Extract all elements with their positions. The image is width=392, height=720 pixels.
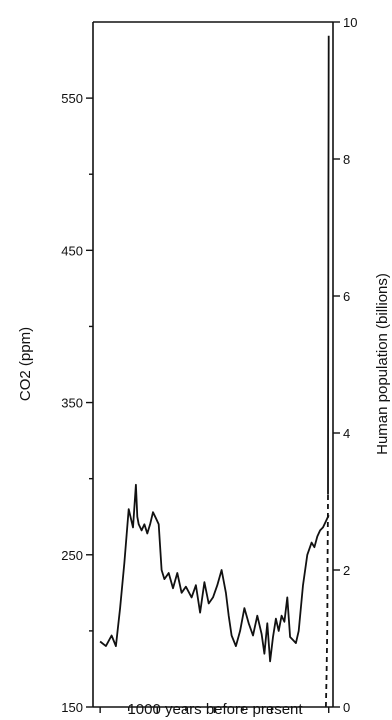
population-series-line-2: [327, 35, 330, 495]
population-series-line-1: [325, 494, 329, 708]
right-axis-ticks: 0 2 4 6 8 10: [333, 15, 357, 715]
co2-series-line-0: [99, 483, 330, 663]
plot-frame: [92, 21, 334, 708]
bottom-axis-ticks: [99, 707, 330, 713]
left-tick-label: 250: [61, 548, 83, 563]
right-tick-label: 4: [343, 426, 350, 441]
left-axis-ticks: 150 250 350 450 550: [61, 91, 93, 715]
right-tick-label: 10: [343, 15, 357, 30]
right-tick-label: 8: [343, 152, 350, 167]
left-tick-label: 350: [61, 396, 83, 411]
left-tick-label: 550: [61, 91, 83, 106]
right-tick-label: 6: [343, 289, 350, 304]
right-tick-label: 0: [343, 700, 350, 715]
left-axis-title: CO2 (ppm): [17, 327, 34, 401]
x-axis-title: 1000 years before present: [127, 701, 303, 718]
right-axis-title: Human population (billions): [374, 273, 391, 455]
left-tick-label: 150: [61, 700, 83, 715]
right-tick-label: 2: [343, 563, 350, 578]
series-layer: [99, 35, 330, 708]
left-tick-label: 450: [61, 243, 83, 258]
